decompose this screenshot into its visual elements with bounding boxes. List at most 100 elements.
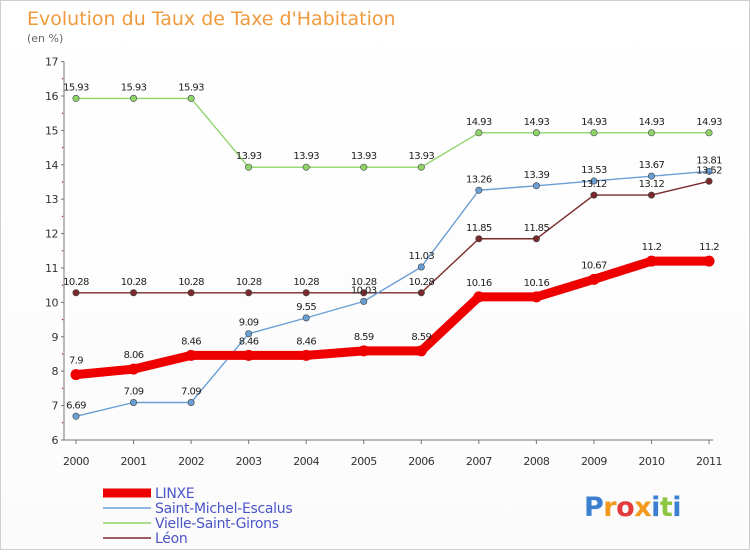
y-tick-label: 6 bbox=[52, 434, 59, 447]
data-label-leon: 10.28 bbox=[408, 277, 434, 288]
data-point-vielle-saint-girons bbox=[245, 163, 253, 171]
data-point-leon bbox=[590, 191, 598, 199]
data-label-vielle-saint-girons: 13.93 bbox=[351, 151, 377, 162]
data-label-linxe: 8.59 bbox=[411, 332, 431, 343]
data-point-vielle-saint-girons bbox=[590, 129, 598, 137]
y-tick-label: 14 bbox=[45, 159, 58, 172]
data-point-vielle-saint-girons bbox=[705, 129, 713, 137]
y-tick-label: 17 bbox=[45, 56, 58, 69]
data-label-saint-michel-escalus: 10.03 bbox=[351, 285, 377, 296]
logo-text: Proxiti bbox=[584, 492, 681, 523]
data-label-linxe: 8.59 bbox=[354, 332, 374, 343]
data-label-saint-michel-escalus: 13.53 bbox=[581, 165, 607, 176]
data-point-vielle-saint-girons bbox=[360, 163, 368, 171]
data-label-linxe: 11.2 bbox=[699, 242, 719, 253]
y-minor-tick bbox=[61, 284, 64, 286]
y-minor-tick bbox=[61, 422, 64, 424]
data-label-vielle-saint-girons: 13.93 bbox=[408, 151, 434, 162]
data-label-linxe: 7.9 bbox=[69, 356, 83, 367]
data-label-saint-michel-escalus: 9.09 bbox=[239, 318, 259, 329]
data-point-linxe bbox=[243, 349, 255, 361]
data-label-vielle-saint-girons: 13.93 bbox=[236, 151, 262, 162]
data-label-linxe: 10.16 bbox=[466, 278, 492, 289]
chart-title: Evolution du Taux de Taxe d'Habitation bbox=[27, 8, 396, 30]
data-point-leon bbox=[245, 289, 253, 297]
y-minor-tick bbox=[61, 112, 64, 114]
data-label-leon: 13.12 bbox=[581, 179, 607, 190]
data-point-saint-michel-escalus bbox=[187, 399, 195, 407]
data-point-vielle-saint-girons bbox=[72, 94, 80, 102]
data-label-leon: 13.12 bbox=[639, 179, 665, 190]
data-label-vielle-saint-girons: 15.93 bbox=[121, 82, 147, 93]
data-label-vielle-saint-girons: 14.93 bbox=[639, 117, 665, 128]
proxiti-logo: Proxiti bbox=[584, 492, 682, 523]
data-point-linxe bbox=[473, 291, 485, 303]
data-point-saint-michel-escalus bbox=[302, 314, 310, 322]
x-tick-label: 2003 bbox=[236, 455, 262, 468]
y-minor-tick bbox=[61, 353, 64, 355]
data-point-vielle-saint-girons bbox=[187, 94, 195, 102]
data-label-saint-michel-escalus: 13.81 bbox=[696, 155, 722, 166]
data-point-vielle-saint-girons bbox=[532, 129, 540, 137]
data-point-linxe bbox=[703, 255, 715, 267]
data-label-linxe: 8.46 bbox=[181, 336, 201, 347]
data-point-saint-michel-escalus bbox=[590, 177, 598, 185]
data-point-leon bbox=[532, 235, 540, 243]
data-point-leon bbox=[705, 177, 713, 185]
x-tick-label: 2005 bbox=[351, 455, 377, 468]
data-label-saint-michel-escalus: 13.39 bbox=[524, 170, 550, 181]
x-tick-label: 2006 bbox=[408, 455, 434, 468]
data-label-leon: 10.28 bbox=[293, 277, 319, 288]
y-tick-label: 13 bbox=[45, 193, 58, 206]
data-point-vielle-saint-girons bbox=[475, 129, 483, 137]
y-minor-tick bbox=[61, 387, 64, 390]
legend-label-leon: Léon bbox=[155, 531, 187, 547]
series-line-vielle-saint-girons bbox=[75, 97, 710, 168]
y-minor-tick bbox=[61, 181, 64, 183]
data-point-linxe bbox=[358, 345, 370, 357]
data-point-saint-michel-escalus bbox=[647, 172, 655, 180]
y-minor-tick bbox=[61, 215, 64, 218]
data-label-leon: 11.85 bbox=[466, 223, 492, 234]
data-label-vielle-saint-girons: 14.93 bbox=[581, 117, 607, 128]
x-tick-label: 2010 bbox=[639, 455, 665, 468]
data-point-leon bbox=[72, 289, 80, 297]
data-label-vielle-saint-girons: 14.93 bbox=[524, 117, 550, 128]
axes: 6 7 8 9 10 11 12 13 14 15 16 17 2000 2001 2002 2003 2004… bbox=[45, 56, 723, 468]
y-minor-tick bbox=[61, 250, 64, 252]
y-minor-tick bbox=[61, 146, 64, 149]
data-point-leon bbox=[417, 289, 425, 297]
data-point-linxe bbox=[300, 349, 312, 361]
x-tick-label: 2001 bbox=[121, 455, 147, 468]
data-label-saint-michel-escalus: 13.26 bbox=[466, 174, 492, 185]
x-tick-label: 2002 bbox=[178, 455, 204, 468]
data-point-saint-michel-escalus bbox=[532, 182, 540, 190]
data-label-leon: 10.28 bbox=[236, 277, 262, 288]
data-point-saint-michel-escalus bbox=[130, 399, 138, 407]
data-label-leon: 10.28 bbox=[121, 277, 147, 288]
data-point-vielle-saint-girons bbox=[130, 94, 138, 102]
data-label-saint-michel-escalus: 9.55 bbox=[296, 302, 316, 313]
data-point-saint-michel-escalus bbox=[360, 297, 368, 305]
legend-label-linxe: LINXE bbox=[155, 486, 194, 502]
data-point-leon bbox=[647, 191, 655, 199]
data-point-saint-michel-escalus bbox=[705, 167, 713, 175]
data-point-saint-michel-escalus bbox=[72, 412, 80, 420]
data-point-linxe bbox=[70, 369, 82, 381]
data-point-vielle-saint-girons bbox=[647, 129, 655, 137]
data-label-leon: 10.28 bbox=[63, 277, 89, 288]
data-label-saint-michel-escalus: 11.03 bbox=[408, 251, 434, 262]
x-tick-label: 2009 bbox=[581, 455, 607, 468]
series-layer bbox=[70, 94, 715, 420]
legend: LINXESaint-Michel-EscalusVielle-Saint-Gi… bbox=[103, 486, 293, 547]
legend-label-saint-michel-escalus: Saint-Michel-Escalus bbox=[155, 501, 292, 517]
chart-subtitle: (en %) bbox=[27, 32, 63, 45]
data-label-leon: 13.52 bbox=[696, 165, 722, 176]
data-point-saint-michel-escalus bbox=[245, 330, 253, 338]
data-point-saint-michel-escalus bbox=[417, 263, 425, 271]
x-tick-label: 2008 bbox=[523, 455, 549, 468]
y-tick-label: 16 bbox=[45, 90, 58, 103]
data-label-vielle-saint-girons: 15.93 bbox=[178, 82, 204, 93]
data-point-leon bbox=[130, 289, 138, 297]
data-label-linxe: 10.16 bbox=[524, 278, 550, 289]
